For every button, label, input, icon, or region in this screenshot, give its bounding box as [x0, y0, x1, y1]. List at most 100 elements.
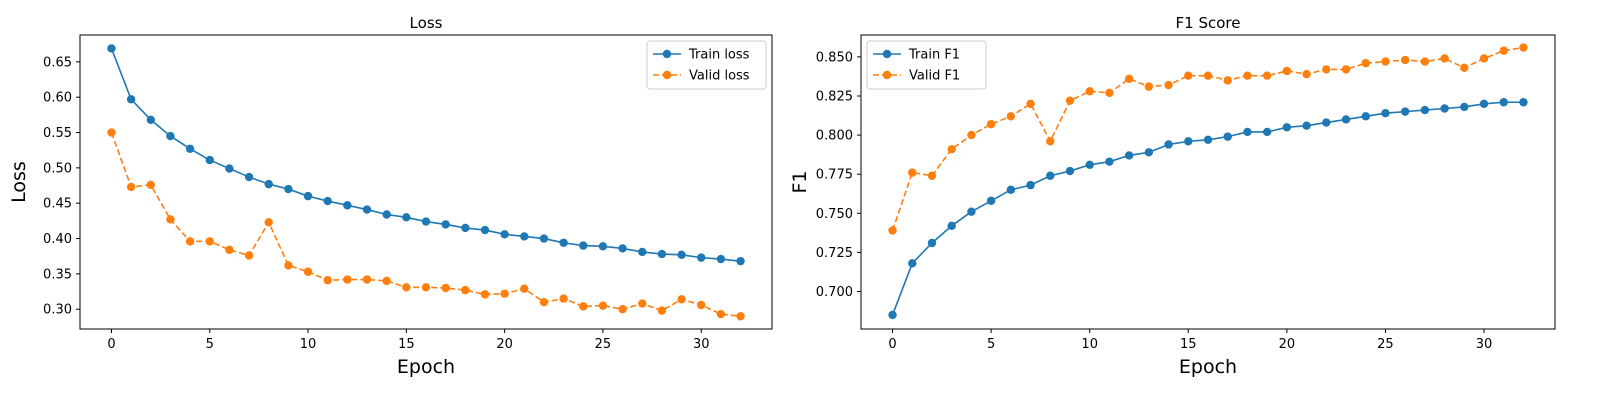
- legend-label: Valid loss: [689, 69, 750, 84]
- x-tick-label: 5: [206, 337, 214, 352]
- data-point: [264, 218, 273, 227]
- data-point: [441, 220, 450, 229]
- data-point: [520, 232, 529, 241]
- y-tick-label: 0.60: [43, 91, 72, 106]
- data-point: [1065, 166, 1075, 176]
- data-point: [908, 259, 917, 268]
- legend-marker: [662, 70, 672, 80]
- data-point: [967, 130, 976, 140]
- data-point: [559, 238, 568, 247]
- data-point: [1026, 99, 1035, 109]
- data-point: [579, 302, 588, 311]
- data-point: [1164, 80, 1173, 90]
- data-point: [967, 207, 976, 216]
- data-point: [677, 295, 686, 304]
- x-tick-label: 20: [496, 337, 513, 352]
- data-point: [1006, 112, 1016, 121]
- data-point: [1341, 65, 1351, 74]
- data-point: [638, 299, 647, 308]
- data-point: [1460, 63, 1469, 73]
- data-point: [1440, 54, 1449, 63]
- data-point: [362, 205, 372, 214]
- y-tick-label: 0.775: [816, 168, 853, 183]
- data-point: [185, 237, 195, 246]
- x-tick-label: 25: [595, 337, 612, 352]
- y-tick-label: 0.725: [816, 246, 853, 261]
- data-point: [1203, 71, 1213, 80]
- data-point: [1302, 121, 1311, 130]
- x-tick-label: 15: [398, 337, 415, 352]
- legend-box: [866, 40, 987, 90]
- data-point: [1065, 96, 1075, 105]
- chart-title: F1 Score: [1176, 14, 1241, 32]
- data-point: [323, 196, 332, 206]
- data-point: [1105, 157, 1114, 166]
- data-point: [244, 172, 254, 182]
- data-point: [598, 242, 608, 251]
- x-tick-label: 20: [1279, 337, 1296, 352]
- y-tick-label: 0.45: [43, 197, 72, 212]
- data-point: [1420, 105, 1430, 115]
- y-tick-label: 0.750: [816, 207, 853, 222]
- data-point: [1243, 127, 1252, 137]
- y-tick-label: 0.40: [43, 232, 72, 247]
- x-tick-label: 15: [1180, 337, 1197, 352]
- x-tick-label: 0: [107, 337, 115, 352]
- legend-label: Train F1: [908, 48, 960, 63]
- data-point: [126, 95, 136, 104]
- data-point: [402, 283, 411, 292]
- data-point: [166, 131, 175, 141]
- data-point: [1144, 148, 1154, 157]
- data-point: [638, 247, 647, 257]
- data-point: [618, 244, 627, 253]
- data-point: [284, 184, 293, 194]
- data-point: [559, 294, 568, 303]
- data-point: [716, 309, 726, 319]
- data-point: [539, 297, 549, 307]
- data-point: [1302, 69, 1311, 79]
- data-point: [1124, 74, 1134, 83]
- data-point: [461, 285, 470, 295]
- data-point: [382, 276, 391, 286]
- data-point: [480, 225, 490, 235]
- legend-marker: [662, 49, 672, 59]
- data-point: [736, 312, 745, 321]
- data-point: [461, 223, 470, 233]
- data-point: [107, 44, 116, 53]
- y-tick-label: 0.700: [816, 285, 853, 300]
- y-tick-label: 0.850: [816, 50, 853, 65]
- data-point: [1262, 127, 1272, 137]
- data-point: [1400, 55, 1410, 65]
- data-point: [677, 250, 686, 259]
- data-point: [244, 251, 254, 260]
- y-tick-label: 0.800: [816, 129, 853, 144]
- data-point: [1381, 108, 1390, 118]
- data-point: [888, 226, 897, 235]
- data-point: [1460, 102, 1469, 112]
- x-tick-label: 30: [693, 337, 710, 352]
- data-point: [927, 171, 937, 180]
- data-point: [1322, 65, 1331, 74]
- data-point: [421, 217, 431, 226]
- data-point: [657, 249, 667, 259]
- data-point: [323, 276, 332, 285]
- legend-marker: [882, 49, 892, 59]
- x-axis-label: Epoch: [397, 356, 455, 378]
- data-point: [264, 179, 273, 189]
- data-point: [382, 210, 391, 219]
- data-point: [1105, 88, 1114, 98]
- data-point: [225, 245, 234, 255]
- x-axis-label: Epoch: [1179, 356, 1237, 378]
- chart-panel-1: F1 Score 0 5 10 15 20 25 30 0.700 0.725 0.750 0.775…: [789, 14, 1556, 378]
- data-point: [888, 310, 897, 320]
- data-point: [1124, 151, 1134, 160]
- data-point: [908, 168, 917, 177]
- data-point: [539, 234, 549, 243]
- y-axis-label: F1: [789, 170, 811, 193]
- plot-frame: [860, 34, 1556, 330]
- data-point: [1479, 99, 1489, 109]
- legend-box: [646, 40, 767, 90]
- data-point: [126, 182, 136, 192]
- data-point: [1085, 160, 1094, 169]
